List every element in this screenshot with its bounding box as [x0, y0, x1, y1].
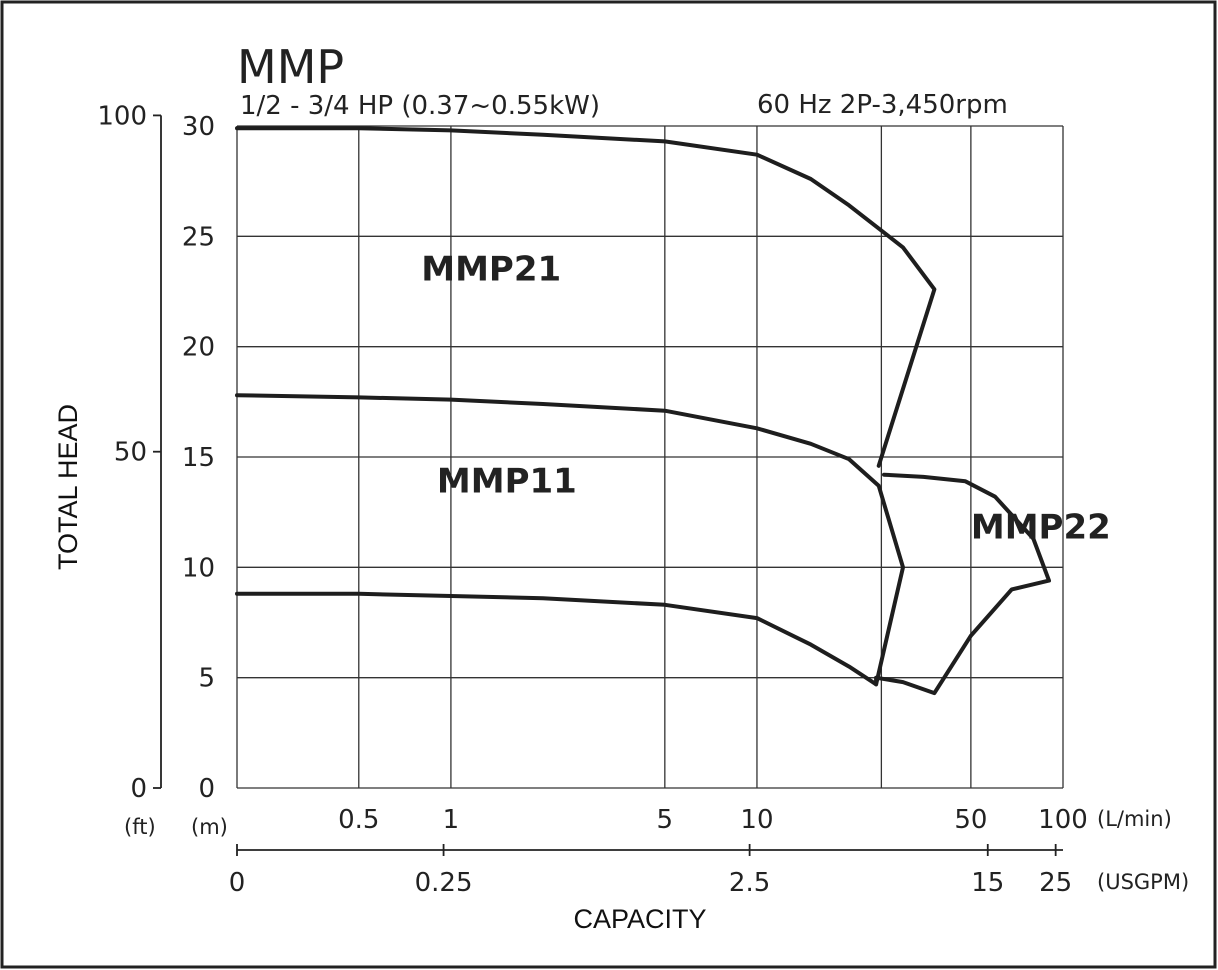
y-tick-label-m: 25: [182, 222, 215, 252]
grid-layer: [236, 125, 1064, 789]
lmin-unit-label: (L/min): [1097, 807, 1172, 831]
chart-title: MMP: [237, 40, 344, 94]
x-tick-label-usgpm: 15: [971, 868, 1004, 898]
x-tick-label-usgpm: 0.25: [415, 868, 473, 898]
y-tick-label-m: 10: [182, 553, 215, 583]
y-tick-label-ft: 50: [114, 438, 147, 468]
x-tick-label-usgpm: 0: [229, 868, 246, 898]
y-tick-label-m: 5: [198, 664, 215, 694]
y-tick-label-ft: 100: [97, 101, 147, 131]
chart-spec: 60 Hz 2P-3,450rpm: [757, 90, 1008, 120]
x-tick-label-usgpm: 25: [1039, 868, 1072, 898]
chart-subtitle: 1/2 - 3/4 HP (0.37~0.55kW): [240, 91, 600, 121]
y-tick-label-m: 0: [198, 774, 215, 804]
x-axis-label: CAPACITY: [573, 904, 706, 934]
x-tick-label-lmin: 50: [954, 805, 987, 835]
y-tick-label-m: 20: [182, 333, 215, 363]
x-tick-label-lmin: 1: [443, 805, 460, 835]
x-tick-label-lmin: 0.5: [338, 805, 379, 835]
x-tick-label-lmin: 10: [740, 805, 773, 835]
mmp11-curve: [235, 393, 905, 687]
y-tick-label-ft: 0: [130, 774, 147, 804]
mmp21-label: MMP21: [421, 249, 561, 289]
mmp21-curve: [235, 126, 937, 468]
y-axis-label: TOTAL HEAD: [53, 404, 83, 570]
curve-layer: [235, 126, 1051, 696]
y-tick-label-m: 15: [182, 443, 215, 473]
mmp11-label: MMP11: [437, 461, 577, 501]
ft-unit-label: (ft): [124, 815, 156, 839]
m-unit-label: (m): [191, 815, 228, 839]
axis-layer: [153, 114, 1063, 856]
x-tick-label-lmin: 100: [1038, 805, 1088, 835]
x-tick-label-lmin: 5: [657, 805, 674, 835]
mmp22-label: MMP22: [971, 508, 1111, 548]
usgpm-unit-label: (USGPM): [1097, 870, 1189, 894]
mmp22-curve: [235, 472, 1051, 696]
y-tick-label-m: 30: [182, 112, 215, 142]
x-tick-label-usgpm: 2.5: [729, 868, 770, 898]
